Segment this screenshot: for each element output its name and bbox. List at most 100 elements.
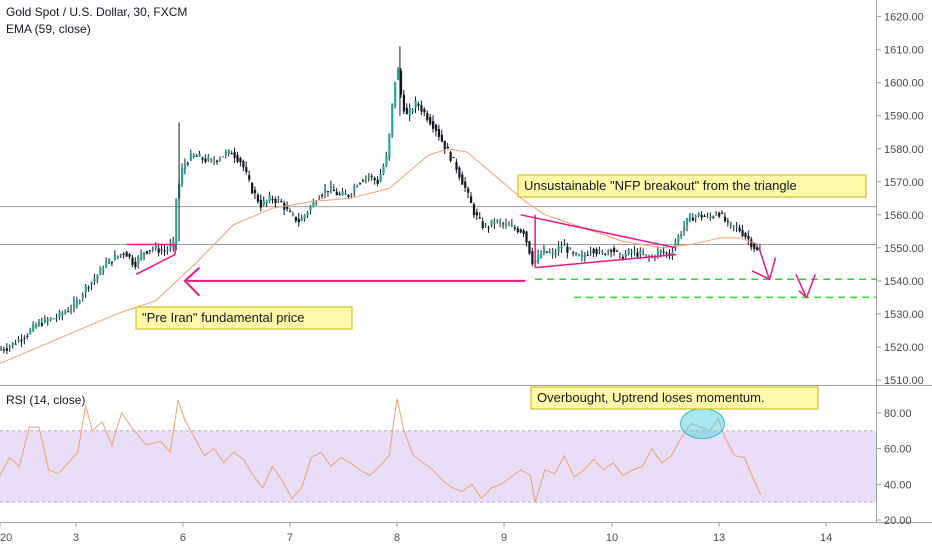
candle-body — [347, 195, 350, 198]
candle-body — [688, 214, 692, 222]
triangle-bottom-line-2 — [535, 253, 677, 269]
candle-body — [513, 227, 516, 229]
candle-body — [507, 224, 511, 226]
candle-body — [382, 165, 385, 174]
candle-body — [440, 134, 443, 142]
candle-body — [221, 156, 225, 158]
candle-body — [569, 248, 572, 250]
candle-body — [458, 167, 461, 178]
candle-body — [750, 239, 753, 248]
candle-body — [528, 241, 531, 254]
candle-body — [706, 215, 709, 217]
candle-body — [545, 251, 549, 253]
candle-body — [43, 318, 46, 323]
candle-body — [224, 152, 227, 156]
candle-body — [195, 155, 198, 157]
candle-body — [677, 235, 680, 243]
candle-body — [627, 249, 630, 255]
candle-body — [531, 251, 534, 265]
candle-body — [236, 155, 239, 162]
candle-body — [607, 250, 610, 252]
candle-body — [67, 311, 70, 313]
candle-body — [280, 200, 283, 203]
candle-body — [540, 253, 543, 258]
triangle-top-line-2 — [520, 214, 677, 249]
candle-body — [659, 249, 662, 253]
candle-body — [20, 339, 23, 342]
price-tick-label: 1580.00 — [884, 144, 924, 156]
candle-body — [148, 250, 152, 252]
candle-body — [595, 249, 598, 255]
candle-body — [709, 216, 712, 218]
price-tick-label: 1560.00 — [884, 210, 924, 222]
candle-body — [131, 257, 134, 265]
price-tick-label: 1530.00 — [884, 309, 924, 321]
candle-body — [367, 176, 371, 178]
candle-body — [294, 216, 298, 221]
candle-body — [268, 195, 271, 201]
time-tick-label: 13 — [713, 532, 725, 544]
candle-body — [72, 301, 76, 308]
candle-body — [137, 257, 140, 264]
candle-body — [732, 225, 735, 227]
candle-body — [291, 213, 295, 215]
price-tick-label: 1570.00 — [884, 177, 924, 189]
candle-body — [493, 222, 496, 224]
nfp-note-text: Unsustainable "NFP breakout" from the tr… — [524, 178, 797, 193]
candle-body — [350, 194, 353, 196]
candle-body — [151, 248, 154, 250]
candle-body — [385, 155, 388, 166]
candle-body — [87, 287, 90, 289]
candle-body — [452, 157, 455, 159]
candle-body — [683, 226, 686, 232]
rsi-tick-label: 20.00 — [884, 515, 912, 527]
candle-body — [353, 186, 356, 192]
candle-body — [388, 133, 391, 158]
candle-body — [61, 313, 64, 316]
candle-body — [210, 159, 213, 161]
candle-body — [408, 108, 411, 116]
candle-body — [329, 185, 333, 190]
price-tick-label: 1600.00 — [884, 78, 924, 90]
candle-body — [464, 181, 467, 188]
candle-body — [613, 247, 616, 252]
candle-body — [341, 191, 344, 195]
candle-body — [639, 251, 642, 254]
candle-body — [376, 179, 379, 184]
candle-body — [519, 229, 522, 233]
triangle-bottom-line-1 — [135, 253, 176, 275]
candle-body — [490, 219, 493, 226]
candle-body — [361, 180, 365, 182]
candle-body — [633, 250, 636, 252]
candle-body — [99, 267, 102, 275]
candle-body — [548, 252, 551, 254]
time-tick-label: 6 — [180, 532, 186, 544]
candle-body — [572, 252, 575, 254]
candle-body — [426, 113, 429, 121]
candle-body — [542, 248, 546, 254]
candle-body — [75, 300, 79, 306]
candle-body — [113, 255, 117, 260]
candle-body — [697, 212, 700, 216]
candle-body — [461, 174, 464, 185]
candle-body — [364, 177, 368, 179]
candle-body — [379, 174, 382, 182]
annotation-layer — [126, 214, 876, 440]
time-tick-label: 7 — [287, 532, 293, 544]
candle-body — [300, 217, 303, 221]
candle-body — [259, 199, 262, 208]
candle-body — [271, 198, 274, 201]
candle-body — [213, 161, 216, 163]
candle-body — [288, 210, 292, 212]
candle-body — [744, 232, 747, 238]
rsi-tick-label: 80.00 — [884, 408, 912, 420]
candle-body — [198, 154, 201, 157]
candle-body — [756, 247, 759, 250]
candle-body — [326, 191, 330, 193]
candle-body — [78, 301, 82, 303]
candle-body — [726, 220, 730, 222]
candle-body — [729, 222, 732, 225]
candle-body — [396, 69, 400, 81]
candle-body — [245, 167, 248, 173]
axis-layer: 1510.00 1520.00 1530.00 1540.00 1550.00 1560.… — [0, 12, 924, 544]
